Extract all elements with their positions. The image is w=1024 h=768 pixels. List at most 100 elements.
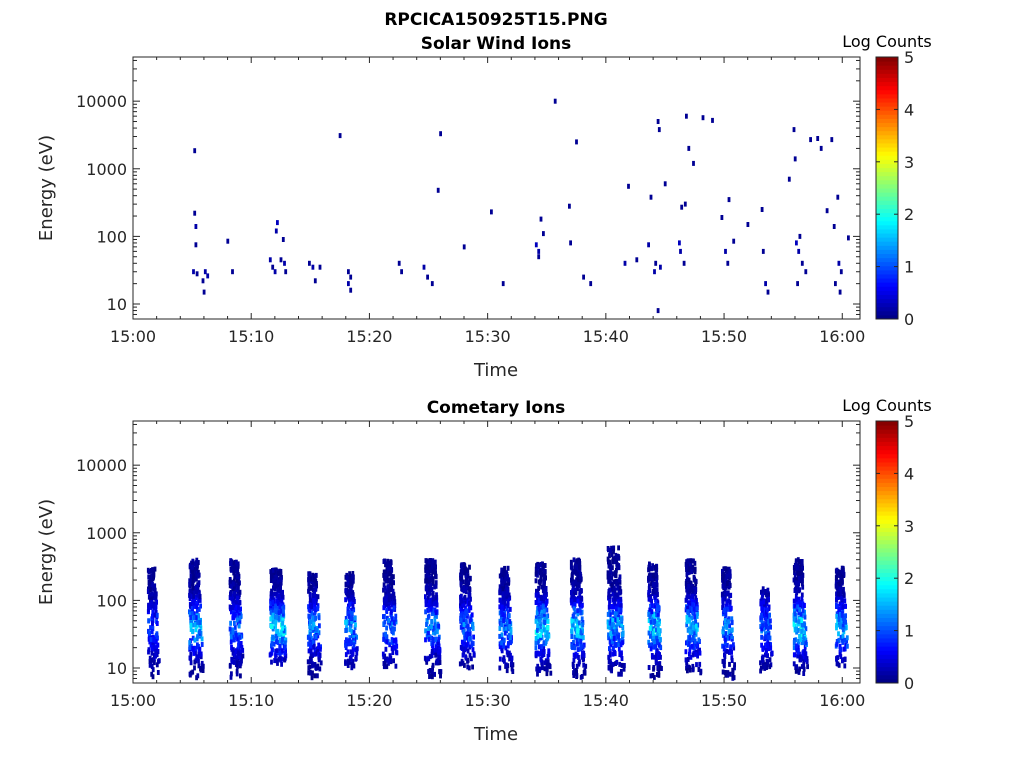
heatmap-cell	[464, 605, 467, 611]
heatmap-cell	[199, 603, 202, 609]
heatmap-cell	[619, 589, 623, 595]
heatmap-cell	[385, 664, 389, 670]
heatmap-cell	[470, 643, 474, 648]
heatmap-cell	[657, 636, 661, 642]
heatmap-cell	[283, 657, 286, 663]
heatmap-cell	[835, 611, 839, 617]
heatmap-cell	[233, 637, 236, 643]
heatmap-cell	[798, 607, 802, 613]
heatmap-cell	[155, 621, 159, 626]
heatmap-cell	[654, 260, 658, 266]
heatmap-cell	[468, 644, 472, 650]
heatmap-cell	[312, 577, 315, 583]
heatmap-cell	[538, 651, 542, 657]
heatmap-cell	[693, 610, 696, 616]
heatmap-cell	[577, 620, 581, 626]
heatmap-cell	[576, 641, 579, 647]
heatmap-cell	[540, 610, 543, 615]
heatmap-cell	[762, 645, 766, 651]
heatmap-cell	[570, 598, 574, 604]
heatmap-cell	[192, 650, 196, 656]
heatmap-cell	[194, 622, 197, 628]
heatmap-cell	[424, 558, 428, 564]
heatmap-cell	[507, 613, 511, 619]
heatmap-cell	[764, 589, 768, 594]
heatmap-cell	[804, 637, 808, 643]
heatmap-cell	[155, 639, 158, 644]
heatmap-cell	[696, 653, 699, 659]
heatmap-cell	[468, 600, 471, 606]
heatmap-cell	[610, 604, 614, 610]
heatmap-cell	[384, 601, 388, 607]
heatmap-cell	[844, 603, 847, 609]
heatmap-cell	[472, 651, 476, 657]
heatmap-cell	[279, 638, 282, 643]
heatmap-cell	[687, 641, 691, 647]
heatmap-cell	[794, 627, 797, 632]
heatmap-cell	[234, 561, 238, 567]
heatmap-cell	[693, 638, 697, 644]
heatmap-cell	[686, 668, 689, 674]
heatmap-cell	[688, 644, 692, 650]
heatmap-cell	[572, 670, 575, 676]
heatmap-cell	[584, 663, 588, 669]
heatmap-cell	[394, 637, 398, 643]
heatmap-cell	[194, 584, 198, 590]
heatmap-cell	[268, 257, 272, 263]
heatmap-cell	[500, 609, 503, 615]
heatmap-cell	[239, 606, 242, 612]
heatmap-cell	[270, 641, 274, 647]
heatmap-cell	[349, 649, 353, 655]
heatmap-cell	[348, 596, 351, 602]
heatmap-cell	[760, 596, 764, 602]
heatmap-cell	[796, 649, 800, 655]
heatmap-cell	[384, 562, 387, 568]
heatmap-cell	[350, 615, 353, 621]
heatmap-cell	[839, 585, 843, 591]
heatmap-cell	[236, 663, 239, 669]
heatmap-cell	[764, 281, 767, 287]
heatmap-cell	[650, 603, 654, 608]
heatmap-cell	[571, 622, 575, 628]
heatmap-cell	[313, 591, 316, 597]
heatmap-cell	[307, 586, 311, 592]
heatmap-cell	[659, 264, 662, 270]
heatmap-cell	[723, 588, 727, 593]
y-tick-label: 100	[96, 591, 127, 610]
heatmap-cell	[191, 669, 195, 675]
heatmap-cell	[838, 623, 842, 629]
heatmap-cell	[192, 568, 196, 574]
heatmap-cell	[766, 643, 769, 648]
heatmap-cell	[692, 606, 696, 612]
heatmap-cell	[430, 651, 434, 657]
heatmap-cell	[428, 588, 431, 594]
heatmap-cell	[545, 591, 548, 597]
heatmap-cell	[271, 615, 275, 621]
heatmap-cell	[191, 646, 195, 652]
heatmap-cell	[510, 660, 513, 666]
heatmap-cell	[189, 652, 193, 657]
heatmap-cell	[353, 625, 357, 630]
heatmap-cell	[837, 616, 841, 622]
heatmap-cell	[653, 674, 656, 680]
heatmap-cell	[730, 627, 734, 633]
heatmap-cell	[230, 656, 234, 662]
heatmap-cell	[355, 646, 359, 652]
heatmap-cell	[154, 653, 158, 659]
heatmap-cell	[383, 585, 387, 591]
heatmap-cell	[153, 612, 157, 618]
heatmap-cell	[695, 641, 699, 647]
heatmap-cell	[386, 584, 390, 590]
heatmap-cell	[542, 599, 546, 605]
heatmap-cell	[796, 565, 800, 571]
heatmap-cell	[610, 634, 614, 640]
heatmap-cell	[201, 278, 205, 284]
heatmap-cell	[655, 627, 658, 633]
heatmap-cell	[465, 642, 468, 648]
heatmap-cell	[766, 626, 770, 631]
heatmap-cell	[653, 618, 657, 624]
heatmap-cell	[429, 606, 433, 612]
heatmap-cell	[206, 273, 210, 279]
heatmap-cell	[424, 577, 428, 583]
heatmap-cell	[352, 635, 355, 641]
